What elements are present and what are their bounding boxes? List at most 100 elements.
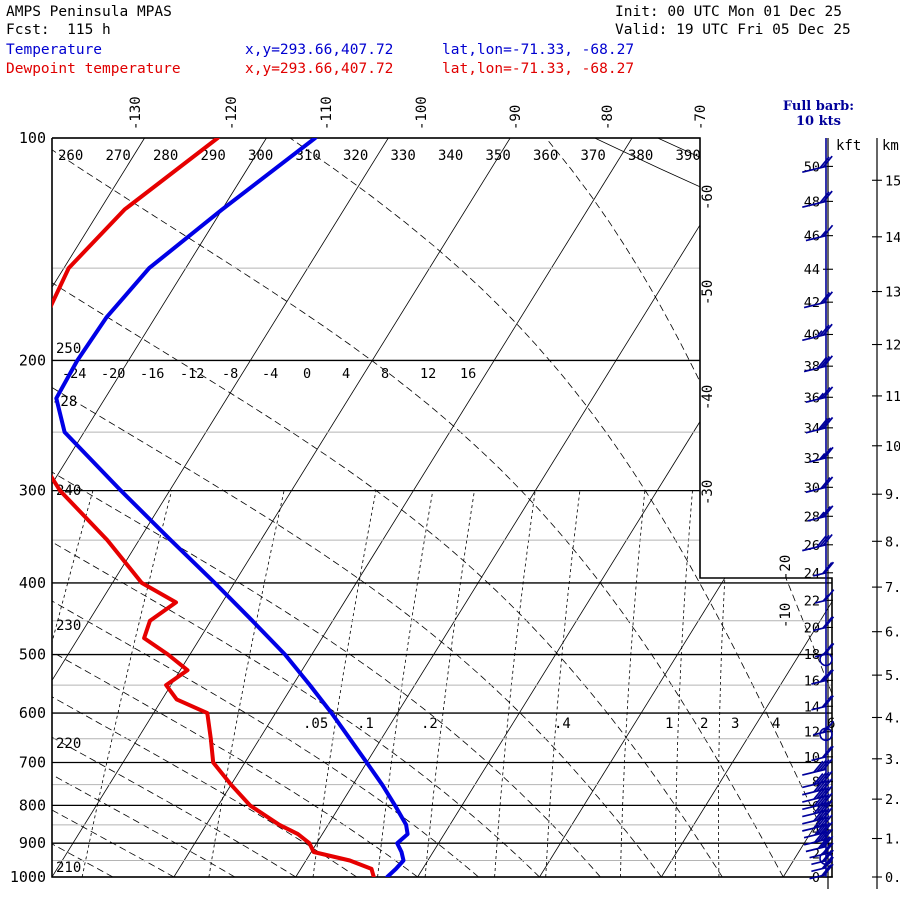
kft-tick-label: 30 — [804, 480, 820, 496]
wind-barb — [803, 828, 834, 846]
wind-barb — [814, 589, 835, 604]
dewpoint-profile-curve — [52, 138, 376, 877]
theta-label-top: 370 — [581, 148, 606, 164]
kft-tick-label: 14 — [804, 699, 820, 715]
theta-label-top: 260 — [58, 148, 83, 164]
kft-tick-label: 46 — [804, 229, 820, 245]
calm-wind-marker — [819, 727, 833, 742]
temperature-tick-label: -8 — [222, 366, 238, 382]
km-tick-label: 7. — [885, 580, 900, 596]
kft-tick-label: 44 — [804, 262, 820, 278]
pressure-label: 100 — [19, 129, 46, 147]
wind-barb — [809, 863, 834, 880]
temperature-profile-curve — [54, 138, 410, 877]
temperature-tick-label: -16 — [140, 366, 164, 382]
temperature-tick-label: 8 — [381, 366, 389, 382]
isotherm-label-right: -60 — [700, 185, 716, 210]
kft-tick-label: 18 — [804, 647, 820, 663]
kft-tick-label: 22 — [804, 593, 820, 609]
dewpoint-xy: x,y=293.66,407.72 — [245, 61, 394, 77]
wind-barb — [802, 190, 833, 209]
theta-label-top: 380 — [628, 148, 653, 164]
valid-time: Valid: 19 UTC Fri 05 Dec 25 — [615, 22, 851, 38]
full-barb-legend: Full barb: 10 kts — [782, 99, 854, 130]
temperature-tick-label: -4 — [262, 366, 278, 382]
km-tick-label: 15. — [885, 173, 900, 189]
forecast-hour: Fcst: 115 h — [6, 22, 111, 38]
kft-tick-label: 34 — [804, 421, 820, 437]
theta-label-top: 270 — [106, 148, 131, 164]
wind-barb — [813, 561, 835, 577]
km-tick-label: 12. — [885, 338, 900, 354]
wind-barb — [803, 291, 834, 309]
wind-barb — [802, 155, 833, 174]
wind-barb — [807, 505, 834, 522]
theta-label-top: 320 — [343, 148, 368, 164]
isotherm-label-right: -50 — [700, 280, 716, 305]
kft-tick-label: 10 — [804, 750, 820, 766]
theta-label-left: 250 — [56, 341, 81, 357]
km-tick-label: 4. — [885, 710, 900, 726]
km-tick-label: 8. — [885, 534, 900, 550]
temperature-xy: x,y=293.66,407.72 — [245, 42, 394, 58]
isotherm-label-top: -120 — [224, 96, 240, 130]
isotherm-label-top: -70 — [693, 105, 709, 130]
isotherm-label-top: -130 — [128, 96, 144, 130]
mixing-ratio-label: .1 — [357, 716, 374, 732]
wind-barb — [802, 758, 833, 776]
kft-tick-label: 50 — [804, 159, 820, 175]
theta-label-top: 360 — [533, 148, 558, 164]
pressure-label: 700 — [19, 754, 46, 772]
wind-barb — [813, 616, 835, 632]
pressure-label: 500 — [19, 646, 46, 664]
full-barb-line2: 10 kts — [795, 113, 841, 129]
mixing-ratio-label: .4 — [554, 716, 571, 732]
theta-label-top: 300 — [248, 148, 273, 164]
kft-tick-label: 48 — [804, 194, 820, 210]
km-tick-label: 13. — [885, 285, 900, 301]
theta-label-top: 350 — [486, 148, 511, 164]
theta-label-top: 390 — [676, 148, 701, 164]
mixing-ratio-label: .05 — [303, 716, 328, 732]
isotherm-label-right: -30 — [700, 480, 716, 505]
kft-tick-label: 42 — [804, 295, 820, 311]
kft-tick-label: 28 — [804, 509, 820, 525]
kft-tick-label: 12 — [804, 725, 820, 741]
mixing-ratio-label: 1 — [665, 716, 673, 732]
model-title: AMPS Peninsula MPAS — [6, 4, 172, 20]
init-time: Init: 00 UTC Mon 01 Dec 25 — [615, 4, 842, 20]
theta-label-top: 310 — [296, 148, 321, 164]
mixing-ratio-label: 4 — [772, 716, 780, 732]
wind-barb — [805, 224, 834, 242]
wind-barb — [805, 476, 834, 494]
kft-tick-label: 36 — [804, 390, 820, 406]
wind-barb — [805, 835, 834, 853]
temperature-tick-label: 4 — [342, 366, 350, 382]
temperature-tick-label: -20 — [101, 366, 125, 382]
kft-tick-label: 2 — [812, 847, 820, 863]
legend-temperature-label: Temperature — [6, 42, 103, 58]
km-tick-label: 2. — [885, 792, 900, 808]
km-tick-label: 3. — [885, 752, 900, 768]
temperature-latlon: lat,lon=-71.33, -68.27 — [442, 42, 635, 58]
theta-label-left: 230 — [56, 618, 81, 634]
dewpoint-latlon: lat,lon=-71.33, -68.27 — [442, 61, 635, 77]
pressure-label: 400 — [19, 574, 46, 592]
pressure-label: 900 — [19, 834, 46, 852]
km-tick-label: 11. — [885, 389, 900, 405]
pressure-label: 800 — [19, 796, 46, 814]
full-barb-line1: Full barb: — [782, 99, 854, 114]
temperature-tick-label: -12 — [180, 366, 204, 382]
kft-tick-label: 6 — [812, 799, 820, 815]
kft-tick-label: 32 — [804, 451, 820, 467]
calm-wind-marker — [819, 851, 833, 866]
temperature-tick-label: 12 — [420, 366, 436, 382]
kft-tick-label: 16 — [804, 673, 820, 689]
wind-barb — [805, 416, 834, 434]
pressure-label: 200 — [19, 351, 46, 369]
isotherm-label-top: -110 — [319, 96, 335, 130]
theta-label-top: 280 — [153, 148, 178, 164]
isotherm-label-top: -80 — [600, 105, 616, 130]
kft-tick-label: 4 — [812, 823, 820, 839]
